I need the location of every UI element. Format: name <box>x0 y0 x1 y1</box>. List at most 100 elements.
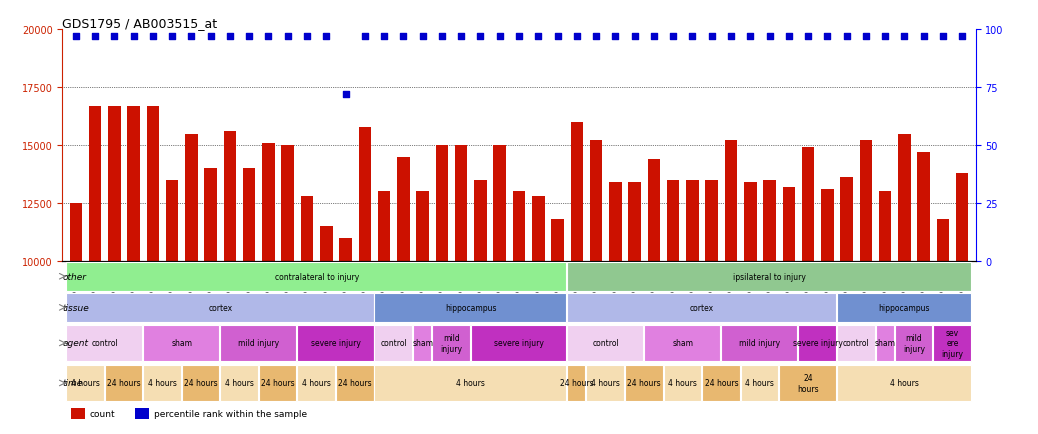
Text: severe injury: severe injury <box>311 339 361 348</box>
FancyBboxPatch shape <box>258 365 297 401</box>
Bar <box>628 183 640 434</box>
Text: 24 hours: 24 hours <box>262 378 295 388</box>
Text: contralateral to injury: contralateral to injury <box>274 272 359 281</box>
Bar <box>571 123 583 434</box>
Text: cortex: cortex <box>209 303 233 312</box>
FancyBboxPatch shape <box>182 365 219 401</box>
FancyBboxPatch shape <box>375 365 566 401</box>
FancyBboxPatch shape <box>721 325 797 362</box>
Bar <box>455 146 467 434</box>
FancyBboxPatch shape <box>297 365 335 401</box>
Bar <box>436 146 448 434</box>
Point <box>183 34 199 41</box>
Point <box>511 34 527 41</box>
FancyBboxPatch shape <box>432 325 470 362</box>
Point <box>857 34 874 41</box>
Point <box>954 34 971 41</box>
FancyBboxPatch shape <box>375 325 412 362</box>
Point <box>241 34 257 41</box>
Point <box>279 34 296 41</box>
Point <box>819 34 836 41</box>
FancyBboxPatch shape <box>933 325 971 362</box>
FancyBboxPatch shape <box>837 293 971 322</box>
Bar <box>801 148 815 434</box>
Bar <box>493 146 506 434</box>
Bar <box>841 178 853 434</box>
Bar <box>744 183 757 434</box>
Text: 24 hours: 24 hours <box>184 378 218 388</box>
Point <box>742 34 759 41</box>
Point <box>222 34 239 41</box>
Point <box>202 34 219 41</box>
Point <box>87 34 104 41</box>
Text: other: other <box>62 272 86 281</box>
FancyBboxPatch shape <box>895 325 932 362</box>
Bar <box>898 134 910 434</box>
Point <box>453 34 469 41</box>
Text: hippocampus: hippocampus <box>445 303 496 312</box>
Text: sham: sham <box>673 339 693 348</box>
Bar <box>918 153 930 434</box>
Point <box>261 34 277 41</box>
Point <box>877 34 894 41</box>
Text: 4 hours: 4 hours <box>148 378 176 388</box>
Point <box>704 34 720 41</box>
Point <box>896 34 912 41</box>
Bar <box>706 181 718 434</box>
Bar <box>223 132 237 434</box>
Bar <box>398 157 410 434</box>
FancyBboxPatch shape <box>567 293 836 322</box>
Text: mild
injury: mild injury <box>440 333 463 353</box>
Point <box>414 34 431 41</box>
FancyBboxPatch shape <box>837 365 971 401</box>
Point <box>761 34 777 41</box>
FancyBboxPatch shape <box>702 365 740 401</box>
Text: agent: agent <box>62 339 88 348</box>
Bar <box>339 238 352 434</box>
Bar <box>185 134 197 434</box>
Text: control: control <box>380 339 407 348</box>
Text: 24 hours: 24 hours <box>559 378 594 388</box>
Bar <box>859 141 872 434</box>
Bar <box>128 106 140 434</box>
Bar <box>135 408 149 419</box>
Text: control: control <box>593 339 619 348</box>
Text: GDS1795 / AB003515_at: GDS1795 / AB003515_at <box>62 17 217 30</box>
Point <box>376 34 392 41</box>
FancyBboxPatch shape <box>143 365 181 401</box>
Point <box>781 34 797 41</box>
Text: hippocampus: hippocampus <box>879 303 930 312</box>
Bar <box>725 141 737 434</box>
FancyBboxPatch shape <box>645 325 720 362</box>
Text: 24
hours: 24 hours <box>797 373 819 393</box>
Text: 4 hours: 4 hours <box>668 378 698 388</box>
Point <box>607 34 624 41</box>
Text: 24 hours: 24 hours <box>338 378 372 388</box>
Point <box>799 34 816 41</box>
Text: time: time <box>62 378 83 388</box>
Text: cortex: cortex <box>690 303 714 312</box>
FancyBboxPatch shape <box>66 365 104 401</box>
Point <box>549 34 566 41</box>
Bar <box>532 197 545 434</box>
Text: 4 hours: 4 hours <box>225 378 254 388</box>
Bar <box>763 181 775 434</box>
Bar <box>263 143 275 434</box>
Point <box>299 34 316 41</box>
FancyBboxPatch shape <box>66 293 374 322</box>
Point <box>684 34 701 41</box>
Text: control: control <box>843 339 870 348</box>
Point <box>530 34 547 41</box>
Text: count: count <box>89 409 115 418</box>
Text: severe injury: severe injury <box>793 339 843 348</box>
Bar <box>108 106 120 434</box>
Bar <box>358 127 372 434</box>
FancyBboxPatch shape <box>741 365 778 401</box>
Point <box>164 34 181 41</box>
Bar <box>70 204 82 434</box>
Point <box>665 34 682 41</box>
Text: control: control <box>91 339 118 348</box>
FancyBboxPatch shape <box>586 365 624 401</box>
Bar <box>879 192 892 434</box>
Text: mild injury: mild injury <box>239 339 279 348</box>
